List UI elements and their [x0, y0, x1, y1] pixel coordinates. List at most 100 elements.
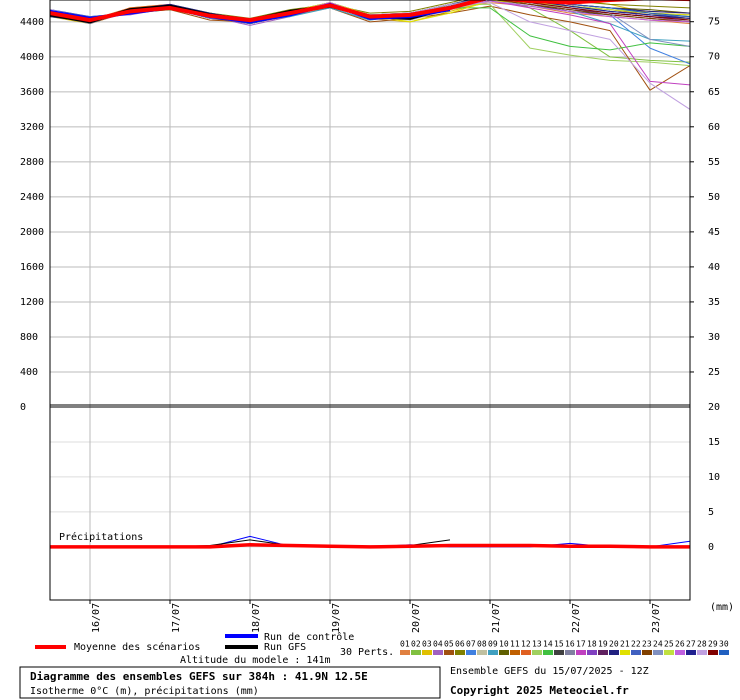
legend-swatch	[433, 650, 443, 655]
legend-swatch	[686, 650, 696, 655]
legend-swatch	[532, 650, 542, 655]
legend-label: 30	[719, 640, 729, 649]
series-line	[50, 0, 690, 23]
y-tick-label: 2400	[20, 192, 44, 203]
legend-label: 20	[609, 640, 619, 649]
altitude-label: Altitude du modele : 141m	[180, 655, 331, 666]
y-tick-label: 4000	[20, 52, 44, 63]
legend-swatch	[466, 650, 476, 655]
legend-label: 06	[455, 640, 465, 649]
axes: 0400800120016002000240028003200360040004…	[20, 17, 720, 633]
unit-label: (mm)	[710, 602, 734, 613]
copyright: Copyright 2025 Meteociel.fr	[450, 684, 629, 697]
x-tick-label: 23/07	[651, 603, 662, 633]
series-line	[50, 543, 690, 549]
y2-tick-label: 70	[708, 52, 720, 63]
legend-label: 28	[697, 640, 707, 649]
legend-swatch	[609, 650, 619, 655]
x-tick-label: 16/07	[91, 603, 102, 633]
legend-swatch	[444, 650, 454, 655]
y2-tick-label: 55	[708, 157, 720, 168]
legend-swatch	[422, 650, 432, 655]
y-tick-label: 20	[708, 402, 720, 413]
legend-swatch	[499, 650, 509, 655]
y2-tick-label: 50	[708, 192, 720, 203]
legend-swatch	[719, 650, 729, 655]
legend-swatch	[565, 650, 575, 655]
members-label: 30 Perts.	[340, 647, 394, 658]
y2-tick-label: 65	[708, 87, 720, 98]
y-tick-label: 4400	[20, 17, 44, 28]
legend-swatch	[620, 650, 630, 655]
y-tick-label: 10	[708, 472, 720, 483]
legend-swatch	[510, 650, 520, 655]
x-tick-label: 18/07	[251, 603, 262, 633]
legend-label: 24	[653, 640, 663, 649]
legend-label: 11	[510, 640, 520, 649]
legend-swatch	[697, 650, 707, 655]
legend-label: 22	[631, 640, 641, 649]
legend-label: 03	[422, 640, 432, 649]
legend-label: 19	[598, 640, 608, 649]
lower-plot	[50, 535, 690, 549]
legend-swatch	[411, 650, 421, 655]
y-tick-label: 400	[20, 367, 38, 378]
legend-label: 14	[543, 640, 553, 649]
y2-tick-label: 25	[708, 367, 720, 378]
y2-tick-label: 40	[708, 262, 720, 273]
title-box	[19, 666, 441, 699]
legend-swatch	[455, 650, 465, 655]
legend-label: 05	[444, 640, 454, 649]
x-tick-label: 20/07	[411, 603, 422, 633]
chart-subtitle: Isotherme 0°C (m), précipitations (mm)	[30, 685, 259, 697]
legend-label: 09	[488, 640, 498, 649]
legend-label: 17	[576, 640, 586, 649]
legend-swatch	[708, 650, 718, 655]
x-tick-label: 22/07	[571, 603, 582, 633]
legend-label: 16	[565, 640, 575, 649]
y2-tick-label: 75	[708, 17, 720, 28]
plot-frame	[49, 0, 691, 601]
y-tick-label: 1600	[20, 262, 44, 273]
x-tick-label: 21/07	[491, 603, 502, 633]
y-tick-label: 5	[708, 507, 714, 518]
legend-swatch	[664, 650, 674, 655]
perturbation-legend: 01 02 03 04 05 06 07 08 09 10 11 12 13 14 15 16 17 18 19 20…	[400, 640, 729, 655]
legend-swatch	[631, 650, 641, 655]
legend-swatch	[554, 650, 564, 655]
legend-swatch	[587, 650, 597, 655]
legend-swatch	[598, 650, 608, 655]
y-tick-label: 0	[20, 402, 26, 413]
legend-label: 21	[620, 640, 630, 649]
legend-swatch	[576, 650, 586, 655]
legend-label: 26	[675, 640, 685, 649]
legend-swatch	[477, 650, 487, 655]
legend-swatch	[488, 650, 498, 655]
legend-label: 15	[554, 640, 564, 649]
y-tick-label: 800	[20, 332, 38, 343]
y-tick-label: 3200	[20, 122, 44, 133]
legend-label: 02	[411, 640, 421, 649]
legend-swatch	[653, 650, 663, 655]
y-tick-label: 2000	[20, 227, 44, 238]
x-tick-label: 17/07	[171, 603, 182, 633]
x-tick-label: 19/07	[331, 603, 342, 633]
legend-swatch	[400, 650, 410, 655]
legend-label: 10	[499, 640, 509, 649]
y2-tick-label: 45	[708, 227, 720, 238]
y-tick-label: 15	[708, 437, 720, 448]
y-tick-label: 1200	[20, 297, 44, 308]
legend-label: 01	[400, 640, 410, 649]
y-tick-label: 2800	[20, 157, 44, 168]
legend-swatch	[521, 650, 531, 655]
y2-tick-label: 60	[708, 122, 720, 133]
legend-swatch	[543, 650, 553, 655]
legend-label: 12	[521, 640, 531, 649]
legend-label: 08	[477, 640, 487, 649]
legend-label: 25	[664, 640, 674, 649]
legend-label: Moyenne des scénarios	[74, 641, 200, 653]
legend-swatch	[642, 650, 652, 655]
legend-label: 04	[433, 640, 443, 649]
